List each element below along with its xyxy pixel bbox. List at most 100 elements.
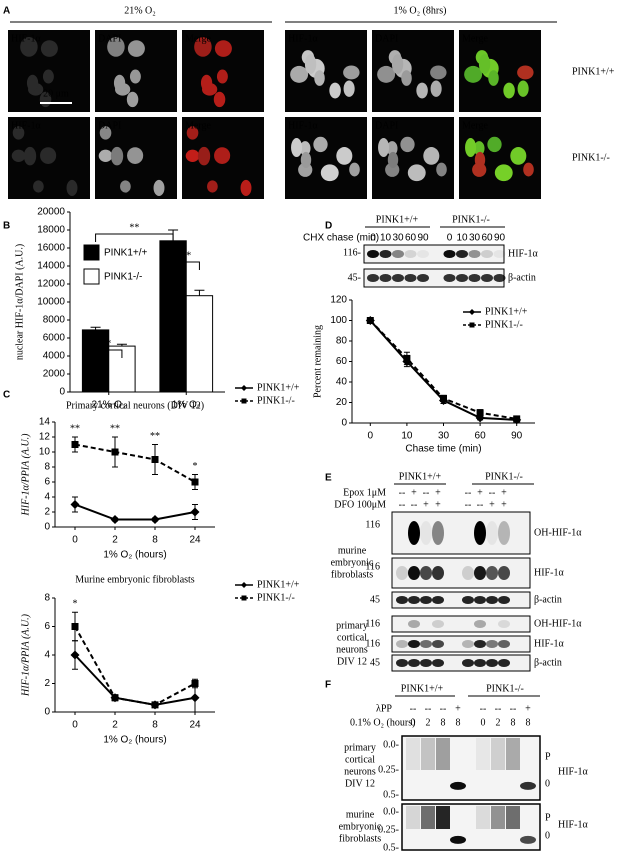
y-tick-label: 16000 xyxy=(37,243,65,254)
nucleus xyxy=(129,69,141,84)
y-axis-title: HIF-1α/PPIA (A.U.) xyxy=(20,433,31,517)
x-tick-label: 90 xyxy=(511,431,523,442)
nucleus xyxy=(240,179,252,197)
y-tick-label: 8 xyxy=(44,593,50,604)
significance: ** xyxy=(129,222,139,233)
lane-label: -- xyxy=(399,499,406,510)
nucleus xyxy=(401,70,412,86)
mw-marker: 45 xyxy=(370,657,380,668)
nucleus xyxy=(113,74,126,92)
panel-letter: C xyxy=(3,390,10,401)
treatment-label: λPP xyxy=(376,703,392,714)
nucleus xyxy=(329,82,341,99)
band-label: OH-HIF-1α xyxy=(534,527,582,538)
nucleus xyxy=(290,65,309,83)
band xyxy=(432,640,444,648)
band xyxy=(493,250,506,258)
nucleus xyxy=(197,146,211,166)
nucleus xyxy=(487,136,502,153)
legend-marker xyxy=(469,322,475,328)
blot xyxy=(391,591,531,609)
mw-marker: 116- xyxy=(343,247,361,258)
bar xyxy=(185,295,214,393)
y-tick-label: 12 xyxy=(39,432,51,443)
lane-label: 60 xyxy=(481,233,493,244)
micrograph xyxy=(372,117,454,199)
smear xyxy=(491,806,505,829)
blot xyxy=(391,654,531,672)
band-label: HIF-1α xyxy=(558,819,588,830)
lane-label: -- xyxy=(423,487,430,498)
lane-label: 2 xyxy=(496,717,501,728)
band xyxy=(486,596,498,604)
band xyxy=(420,566,432,580)
nucleus xyxy=(194,37,212,57)
y-axis-title: Percent remaining xyxy=(312,325,323,398)
nucleus xyxy=(153,179,165,197)
lane-label: 0 xyxy=(481,717,486,728)
lane-label: 0 xyxy=(411,717,416,728)
band-label: HIF-1α xyxy=(534,567,564,578)
band-label: HIF-1α xyxy=(558,766,588,777)
nucleus xyxy=(110,146,124,166)
band xyxy=(474,659,486,667)
smear xyxy=(421,806,435,829)
lane-label: 90 xyxy=(494,233,506,244)
lane-label: -- xyxy=(495,703,502,714)
legend-marker xyxy=(241,385,247,391)
lane-label: 8 xyxy=(456,717,461,728)
x-tick-label: 0 xyxy=(368,431,374,442)
band xyxy=(498,659,510,667)
blot xyxy=(391,511,531,555)
blot xyxy=(363,244,505,264)
nucleus xyxy=(314,70,325,86)
band xyxy=(481,250,493,258)
band xyxy=(498,596,510,604)
legend-label: PINK1+/+ xyxy=(257,579,300,590)
band xyxy=(493,274,506,282)
treatment-label: DFO 100μM xyxy=(334,499,386,510)
cell-type: neurons xyxy=(344,766,376,777)
smear xyxy=(406,738,420,770)
nucleus xyxy=(11,149,26,162)
y-tick-label: 100 xyxy=(330,315,347,326)
lane-label: -- xyxy=(480,703,487,714)
point xyxy=(151,701,159,709)
lane-label: 2 xyxy=(426,717,431,728)
y-tick-label: 4000 xyxy=(43,351,66,362)
nucleus xyxy=(488,70,499,86)
lane-label: 30 xyxy=(392,233,404,244)
nucleus xyxy=(214,147,231,164)
nucleus xyxy=(126,91,139,108)
mw-marker: 45 xyxy=(370,594,380,605)
panel-letter: F xyxy=(325,680,331,691)
band xyxy=(408,566,420,580)
band xyxy=(420,521,432,545)
x-tick-label: 0 xyxy=(72,720,78,731)
nucleus xyxy=(391,54,404,74)
band xyxy=(432,596,444,604)
lane-label: 10 xyxy=(380,233,392,244)
band xyxy=(498,521,510,545)
nucleus xyxy=(407,164,426,182)
band xyxy=(367,250,379,258)
legend-label: PINK1-/- xyxy=(104,272,142,283)
band xyxy=(462,659,474,667)
band xyxy=(408,596,420,604)
nucleus xyxy=(465,138,477,158)
error-bar xyxy=(194,289,205,296)
nucleus xyxy=(386,141,398,156)
nucleus xyxy=(430,80,442,97)
band xyxy=(520,835,536,844)
lane-label: -- xyxy=(399,487,406,498)
nucleus xyxy=(40,40,58,57)
lane-label: + xyxy=(477,487,483,498)
mobility-marker: 0.0- xyxy=(383,739,399,750)
nucleus xyxy=(349,162,360,177)
nucleus xyxy=(185,149,200,162)
band xyxy=(462,566,474,580)
band xyxy=(498,566,510,580)
y-tick-label: 8 xyxy=(44,462,50,473)
nucleus xyxy=(478,54,491,74)
